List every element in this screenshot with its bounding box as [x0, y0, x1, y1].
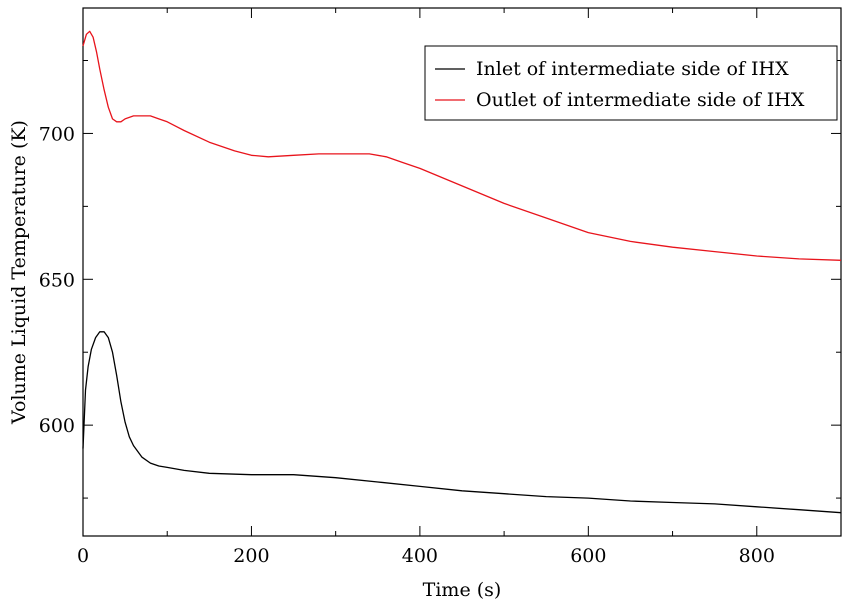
- legend-box: [424, 45, 838, 121]
- series-line-inlet: [82, 331, 842, 514]
- x-axis-label: Time (s): [423, 579, 502, 601]
- x-tick-label: 200: [233, 545, 269, 567]
- y-tick-label: 700: [39, 123, 75, 145]
- y-axis-label: Volume Liquid Temperature (K): [8, 120, 30, 425]
- x-tick-label: 400: [402, 545, 438, 567]
- x-tick-label: 800: [739, 545, 775, 567]
- y-tick-label: 600: [39, 415, 75, 437]
- x-tick-label: 0: [77, 545, 89, 567]
- axis-ticks: [82, 8, 841, 536]
- plot-frame: [82, 7, 842, 537]
- x-tick-label: 600: [570, 545, 606, 567]
- legend-label-inlet: Inlet of intermediate side of IHX: [476, 58, 789, 80]
- axis-tick-labels: 0 200 400 600 800 600 650 700: [39, 123, 775, 567]
- series-line-outlet: [82, 30, 842, 261]
- series-lines: [82, 30, 842, 514]
- y-tick-label: 650: [39, 269, 75, 291]
- legend: Inlet of intermediate side of IHX Outlet…: [424, 45, 838, 121]
- legend-label-outlet: Outlet of intermediate side of IHX: [476, 89, 805, 111]
